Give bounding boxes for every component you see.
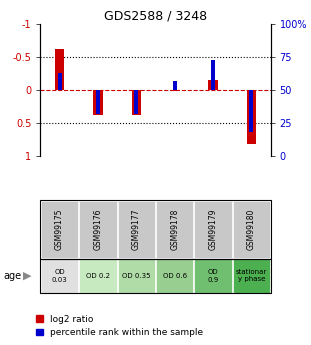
Text: GSM99179: GSM99179 [209, 209, 217, 250]
Text: GSM99178: GSM99178 [170, 209, 179, 250]
Bar [132, 90, 141, 115]
Text: OD 0.6: OD 0.6 [163, 273, 187, 279]
Bar [211, 60, 215, 90]
Text: GSM99175: GSM99175 [55, 209, 64, 250]
Bar [96, 90, 100, 114]
Bar [134, 90, 138, 114]
Bar [247, 90, 256, 144]
Text: OD
0.03: OD 0.03 [52, 269, 67, 283]
Bar [58, 73, 62, 90]
Text: GSM99180: GSM99180 [247, 209, 256, 250]
Text: stationar
y phase: stationar y phase [236, 269, 267, 283]
Bar [173, 81, 177, 90]
Text: age: age [3, 271, 21, 281]
Bar [170, 90, 179, 91]
Legend: log2 ratio, percentile rank within the sample: log2 ratio, percentile rank within the s… [36, 315, 203, 337]
Text: GSM99176: GSM99176 [94, 209, 102, 250]
Bar [55, 49, 64, 90]
Text: ▶: ▶ [23, 271, 32, 281]
Text: OD
0.9: OD 0.9 [207, 269, 219, 283]
Bar [249, 90, 253, 132]
Text: OD 0.2: OD 0.2 [86, 273, 110, 279]
Bar [93, 90, 103, 115]
Text: GSM99177: GSM99177 [132, 209, 141, 250]
Text: OD 0.35: OD 0.35 [122, 273, 151, 279]
Title: GDS2588 / 3248: GDS2588 / 3248 [104, 10, 207, 23]
Bar [208, 80, 218, 90]
